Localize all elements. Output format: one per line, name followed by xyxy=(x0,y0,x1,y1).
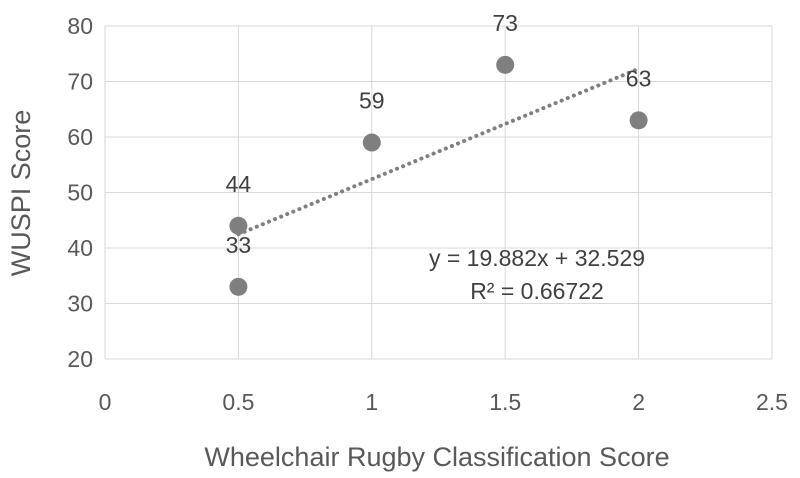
y-axis-ticks: 20 30 40 50 60 70 80 xyxy=(67,13,93,372)
y-axis-title: WUSPI Score xyxy=(6,110,36,277)
y-tick-label: 30 xyxy=(67,291,93,317)
x-tick-label: 0 xyxy=(99,389,112,415)
y-tick-label: 80 xyxy=(67,13,93,39)
data-label: 59 xyxy=(359,88,385,114)
y-tick-label: 50 xyxy=(67,180,93,206)
x-axis-title: Wheelchair Rugby Classification Score xyxy=(204,442,669,472)
y-tick-label: 20 xyxy=(67,346,93,372)
data-point xyxy=(496,55,515,74)
x-axis-ticks: 0 0.5 1 1.5 2 2.5 xyxy=(99,389,788,415)
data-labels: 44 33 59 73 63 xyxy=(226,10,652,258)
data-label: 33 xyxy=(226,232,252,258)
data-point xyxy=(229,216,248,235)
data-label: 63 xyxy=(626,65,652,91)
y-tick-label: 70 xyxy=(67,69,93,95)
data-label: 73 xyxy=(492,10,518,36)
x-tick-label: 1 xyxy=(365,389,378,415)
x-tick-label: 0.5 xyxy=(222,389,254,415)
trendline-r-squared: R² = 0.66722 xyxy=(470,278,604,304)
data-point xyxy=(629,111,648,130)
data-point xyxy=(362,133,381,152)
x-tick-label: 2 xyxy=(632,389,645,415)
trendline xyxy=(236,66,641,237)
gridlines xyxy=(104,25,773,360)
x-tick-label: 1.5 xyxy=(489,389,521,415)
data-label: 44 xyxy=(226,171,252,197)
data-point xyxy=(229,277,248,296)
x-tick-label: 2.5 xyxy=(756,389,788,415)
y-tick-label: 40 xyxy=(67,235,93,261)
y-tick-label: 60 xyxy=(67,124,93,150)
trendline-group xyxy=(236,66,641,237)
data-points xyxy=(229,55,648,296)
trendline-equation: y = 19.882x + 32.529 xyxy=(429,245,645,271)
